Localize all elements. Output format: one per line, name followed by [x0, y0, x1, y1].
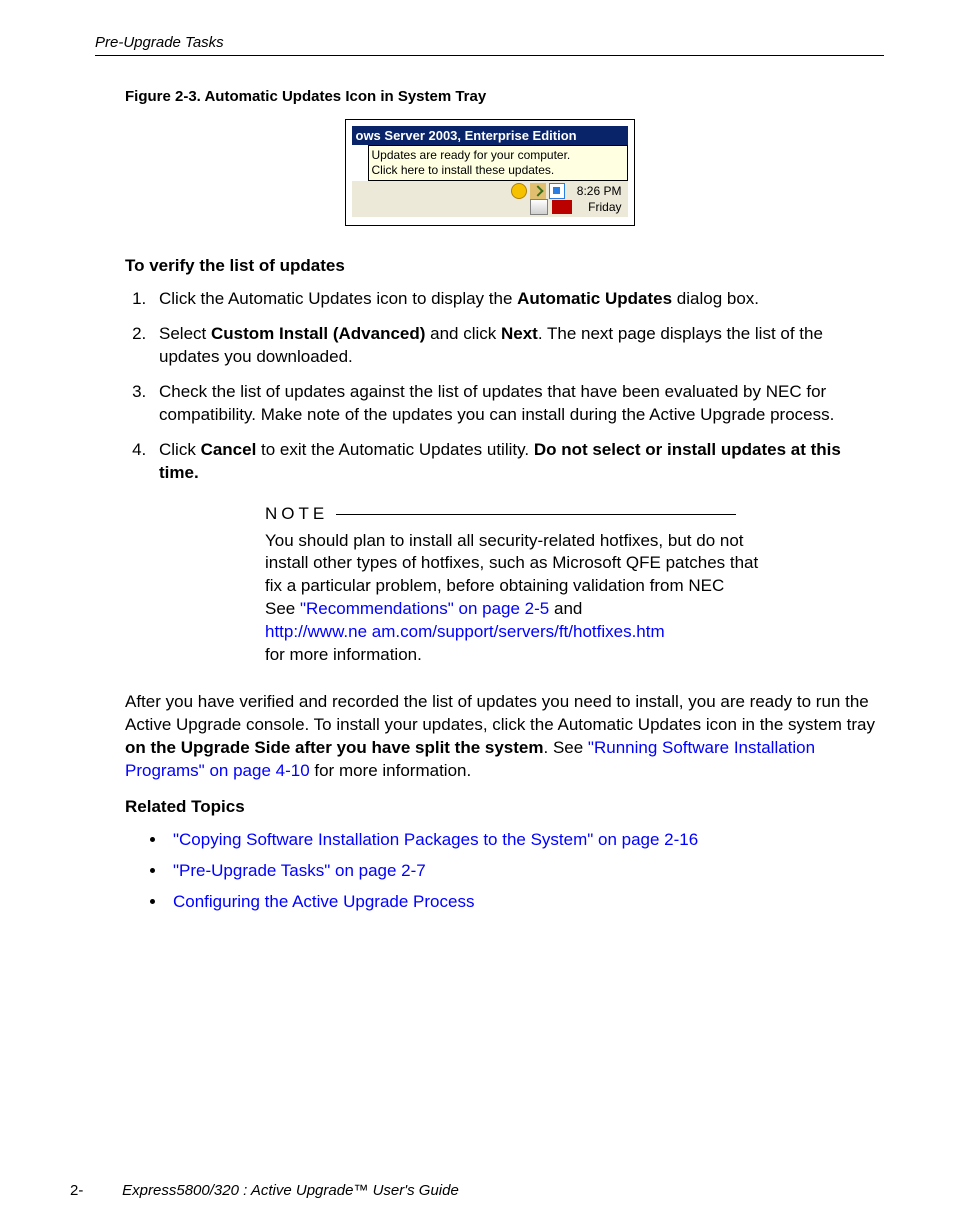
note-label: NOTE [265, 503, 328, 526]
step-2-bold-2: Next [501, 324, 538, 343]
note-line2a: See [265, 599, 300, 618]
related-link-3[interactable]: Configuring the Active Upgrade Process [173, 892, 474, 911]
printer-icon[interactable] [552, 200, 572, 214]
step-2-bold-1: Custom Install (Advanced) [211, 324, 425, 343]
note-link-2[interactable]: http://www.ne am.com/support/servers/ft/… [265, 622, 665, 641]
after-p1c: . See [544, 738, 588, 757]
after-p1-bold: on the Upgrade Side after you have split… [125, 738, 544, 757]
related-topics-heading: Related Topics [125, 797, 884, 817]
subsection-heading: To verify the list of updates [125, 256, 884, 276]
step-4-text-a: Click [159, 440, 201, 459]
systray-time: 8:26 PM [577, 184, 622, 198]
related-item-2: "Pre-Upgrade Tasks" on page 2-7 [167, 860, 884, 883]
step-2-text-a: Select [159, 324, 211, 343]
running-header: Pre-Upgrade Tasks [95, 34, 884, 51]
note-line2b: and [549, 599, 582, 618]
systray-icons [511, 183, 565, 199]
steps-list: Click the Automatic Updates icon to disp… [151, 288, 884, 485]
systray-row: 8:26 PM [352, 181, 628, 199]
footer-title: Express5800/320 : Active Upgrade™ User's… [122, 1182, 459, 1199]
after-note-paragraph: After you have verified and recorded the… [125, 691, 884, 783]
note-rule [336, 514, 736, 515]
step-2-text-c: and click [425, 324, 501, 343]
update-tooltip[interactable]: Updates are ready for your computer. Cli… [368, 145, 628, 181]
desktop-icon[interactable] [530, 199, 548, 215]
related-item-3: Configuring the Active Upgrade Process [167, 891, 884, 914]
clock-icon[interactable] [511, 183, 527, 199]
step-1-bold: Automatic Updates [517, 289, 672, 308]
page-footer: 2- Express5800/320 : Active Upgrade™ Use… [70, 1182, 459, 1199]
step-1: Click the Automatic Updates icon to disp… [151, 288, 884, 311]
related-item-1: "Copying Software Installation Packages … [167, 829, 884, 852]
step-4-text-c: to exit the Automatic Updates utility. [256, 440, 534, 459]
step-4-bold-1: Cancel [201, 440, 257, 459]
step-4: Click Cancel to exit the Automatic Updat… [151, 439, 884, 485]
systray-row-2: Friday [352, 199, 628, 217]
page-number: 2- [70, 1182, 118, 1199]
note-body: You should plan to install all security-… [265, 530, 775, 668]
after-p1d: for more information. [310, 761, 472, 780]
related-link-2[interactable]: "Pre-Upgrade Tasks" on page 2-7 [173, 861, 426, 880]
note-line1: You should plan to install all security-… [265, 531, 758, 596]
systray-day: Friday [588, 200, 621, 214]
updates-shield-icon[interactable] [549, 183, 565, 199]
step-3: Check the list of updates against the li… [151, 381, 884, 427]
note-link-1[interactable]: "Recommendations" on page 2-5 [300, 599, 549, 618]
tooltip-line2: Click here to install these updates. [372, 163, 555, 177]
tooltip-line1: Updates are ready for your computer. [372, 148, 571, 162]
related-link-1[interactable]: "Copying Software Installation Packages … [173, 830, 698, 849]
note-line3: for more information. [265, 645, 422, 664]
note-box: NOTE You should plan to install all secu… [265, 503, 775, 668]
step-1-text-c: dialog box. [672, 289, 759, 308]
window-titlebar: ows Server 2003, Enterprise Edition [352, 126, 628, 145]
after-p1a: After you have verified and recorded the… [125, 692, 875, 734]
figure-caption: Figure 2-3. Automatic Updates Icon in Sy… [125, 88, 884, 105]
systray-figure: ows Server 2003, Enterprise Edition Upda… [345, 119, 635, 226]
step-2: Select Custom Install (Advanced) and cli… [151, 323, 884, 369]
step-1-text-a: Click the Automatic Updates icon to disp… [159, 289, 517, 308]
related-topics-list: "Copying Software Installation Packages … [167, 829, 884, 914]
network-icon[interactable] [530, 183, 546, 199]
header-rule [95, 55, 884, 56]
